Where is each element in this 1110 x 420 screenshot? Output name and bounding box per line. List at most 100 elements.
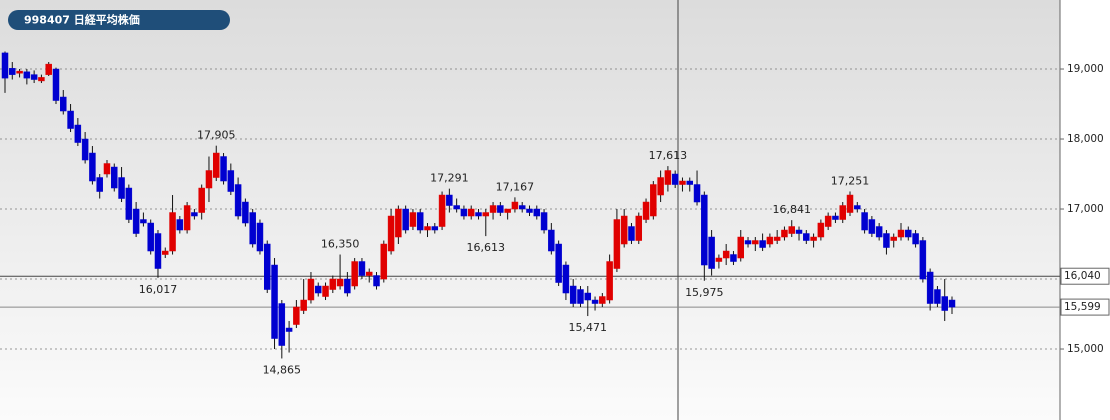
- candle-body: [271, 264, 278, 339]
- candle-body: [817, 222, 825, 238]
- candle-body: [176, 219, 184, 231]
- candle-body: [220, 156, 227, 182]
- candle-body: [941, 296, 948, 311]
- candle-body: [322, 285, 329, 297]
- candle-body: [191, 212, 198, 217]
- candle-body: [300, 299, 307, 311]
- candle-body: [526, 208, 533, 213]
- y-tick-label: 19,000: [1067, 63, 1104, 75]
- candle-body: [504, 208, 511, 213]
- candle-body: [926, 271, 934, 304]
- candle-body: [140, 219, 147, 224]
- candle-body: [89, 152, 96, 182]
- candle-body: [497, 205, 504, 213]
- candle-body: [23, 71, 31, 79]
- candle-body: [154, 233, 162, 269]
- candle-body: [103, 163, 111, 175]
- candle-body: [74, 124, 82, 143]
- candle-body: [16, 70, 23, 74]
- candle-body: [307, 278, 315, 301]
- candle-body: [628, 226, 635, 241]
- candle-body: [905, 229, 912, 238]
- candle-body: [708, 236, 715, 269]
- annotation: 17,251: [831, 174, 870, 187]
- candle-body: [460, 208, 468, 217]
- candle-body: [511, 201, 519, 210]
- candle-body: [373, 275, 380, 287]
- annotation: 16,350: [321, 238, 360, 251]
- candle-body: [591, 299, 599, 304]
- candle-body: [285, 327, 293, 332]
- candle-body: [387, 215, 395, 252]
- candle-body: [919, 240, 927, 280]
- candle-body: [620, 215, 628, 245]
- candle-body: [263, 243, 271, 290]
- candle-body: [482, 212, 490, 217]
- candle-body: [314, 285, 322, 294]
- candle-body: [402, 208, 409, 231]
- candle-body: [67, 110, 74, 129]
- annotation: 16,613: [467, 241, 506, 254]
- candle-body: [467, 208, 475, 217]
- annotation: 15,975: [685, 286, 724, 299]
- candle-body: [693, 184, 701, 203]
- candle-body: [60, 96, 67, 112]
- reference-label-box: [1060, 298, 1110, 316]
- candle-body: [795, 229, 803, 234]
- candle-body: [773, 236, 781, 241]
- candle-body: [657, 177, 664, 196]
- candle-body: [409, 212, 417, 227]
- candle-body: [744, 240, 752, 245]
- candle-body: [446, 194, 453, 206]
- candle-body: [861, 212, 868, 231]
- candle-body: [875, 226, 883, 238]
- candle-body: [183, 205, 191, 231]
- annotation: 16,841: [772, 203, 811, 216]
- candle-body: [548, 229, 555, 252]
- candle-body: [249, 212, 256, 245]
- candle-body: [701, 194, 708, 266]
- y-tick-label: 15,000: [1067, 343, 1104, 355]
- candle-body: [781, 229, 788, 238]
- candle-body: [555, 243, 562, 283]
- candle-body: [635, 215, 643, 241]
- candle-body: [766, 236, 774, 245]
- candle-body: [846, 194, 854, 213]
- candle-body: [788, 226, 795, 234]
- candle-body: [948, 299, 956, 308]
- candle-body: [569, 285, 577, 304]
- candle-body: [824, 215, 832, 227]
- candle-body: [256, 222, 264, 252]
- candle-body: [424, 226, 431, 231]
- candle-body: [533, 208, 541, 217]
- reference-label: 16,040: [1064, 270, 1101, 282]
- candle-body: [518, 205, 526, 210]
- reference-label: 15,599: [1064, 301, 1101, 313]
- candle-body: [759, 240, 766, 248]
- candle-body: [489, 205, 497, 213]
- candle-body: [438, 194, 446, 227]
- candle-body: [162, 250, 169, 255]
- candle-body: [722, 250, 730, 259]
- candle-body: [868, 219, 876, 234]
- candle-body: [1, 52, 9, 79]
- candle-body: [737, 236, 744, 259]
- candle-body: [30, 74, 38, 80]
- y-tick-label: 17,000: [1067, 203, 1104, 215]
- candle-body: [205, 170, 213, 189]
- candle-body: [453, 205, 460, 210]
- candle-body: [715, 257, 723, 262]
- candle-body: [839, 205, 846, 220]
- candle-body: [599, 296, 606, 304]
- candle-body: [198, 187, 205, 213]
- candle-body: [344, 278, 351, 294]
- chart-title: 998407 日経平均株価: [24, 13, 140, 27]
- candle-body: [890, 236, 897, 241]
- candle-body: [934, 289, 941, 304]
- candle-body: [132, 208, 140, 234]
- candle-body: [329, 278, 337, 290]
- candle-body: [9, 68, 16, 75]
- candle-body: [169, 212, 176, 252]
- candle-body: [111, 166, 118, 189]
